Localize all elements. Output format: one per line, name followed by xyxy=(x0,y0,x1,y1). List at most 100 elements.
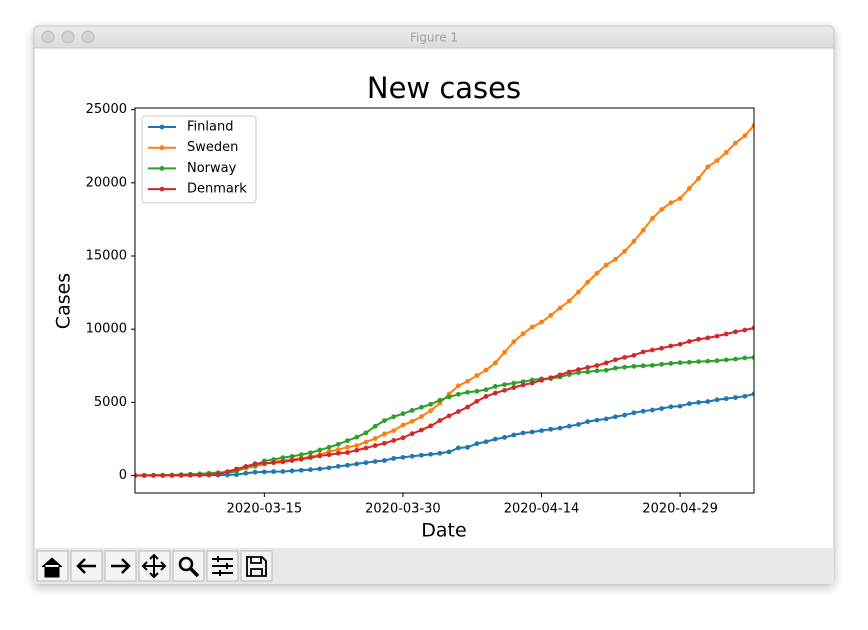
series-marker xyxy=(613,365,618,371)
legend-label: Finland xyxy=(187,120,233,135)
series-marker xyxy=(345,462,350,468)
forward-icon xyxy=(111,558,131,574)
series-marker xyxy=(576,367,581,372)
zoom-button[interactable] xyxy=(81,30,95,44)
series-marker xyxy=(594,363,600,368)
minimize-button[interactable] xyxy=(61,30,75,44)
x-tick-label: 2020-04-29 xyxy=(642,502,718,517)
series-marker xyxy=(354,461,360,467)
series-marker xyxy=(363,460,369,466)
legend-marker xyxy=(159,145,165,151)
legend-marker xyxy=(159,166,165,171)
series-marker xyxy=(603,416,609,422)
series-marker xyxy=(603,367,609,373)
series-marker xyxy=(243,470,249,476)
configure-icon xyxy=(212,556,233,576)
series-marker xyxy=(696,359,701,365)
series-marker xyxy=(520,331,526,337)
series-marker xyxy=(354,434,360,440)
series-marker xyxy=(733,395,738,400)
series-marker xyxy=(631,410,637,416)
series-marker xyxy=(502,387,507,393)
series-marker xyxy=(686,185,692,191)
series-marker xyxy=(714,333,720,339)
series-marker xyxy=(465,378,470,384)
series-marker xyxy=(594,368,600,374)
series-marker xyxy=(391,456,397,461)
series-marker xyxy=(483,439,489,445)
series-marker xyxy=(419,404,424,410)
series-marker xyxy=(751,391,754,397)
series-marker xyxy=(446,413,452,419)
series-marker xyxy=(640,227,646,233)
series-marker xyxy=(677,341,683,347)
series-marker xyxy=(474,373,480,378)
series-marker xyxy=(354,443,360,448)
series-marker xyxy=(382,431,387,437)
series-marker xyxy=(631,363,637,369)
series-marker xyxy=(308,450,313,456)
home-button[interactable] xyxy=(36,550,69,582)
series-marker xyxy=(622,412,628,418)
series-marker xyxy=(391,414,397,420)
series-marker xyxy=(335,447,341,452)
series-marker xyxy=(280,459,286,465)
series-marker xyxy=(428,423,434,429)
x-tick-label: 2020-03-15 xyxy=(227,502,303,517)
zoom-lens xyxy=(178,556,194,572)
series-marker xyxy=(252,469,258,475)
close-button[interactable] xyxy=(41,30,55,44)
series-marker xyxy=(742,327,748,333)
series-marker xyxy=(594,270,600,276)
legend-marker xyxy=(159,186,165,192)
series-marker xyxy=(603,360,609,366)
series-marker xyxy=(585,279,591,285)
series-marker xyxy=(548,375,554,381)
series-marker xyxy=(539,377,544,383)
chart: New cases Date Cases 0 5000 10000 15000 2000… xyxy=(53,71,755,542)
series-marker xyxy=(548,312,554,318)
series-marker xyxy=(234,466,240,472)
series-marker xyxy=(298,456,304,462)
series-marker xyxy=(668,404,674,410)
series-marker xyxy=(557,305,563,311)
series-marker xyxy=(372,436,378,441)
series-marker xyxy=(705,335,711,341)
series-marker xyxy=(372,459,378,464)
series-marker xyxy=(659,207,665,212)
series-marker xyxy=(677,196,683,201)
series-marker xyxy=(289,468,295,474)
series-marker xyxy=(391,428,397,433)
zoom-tool-button[interactable] xyxy=(172,550,205,582)
series-marker xyxy=(243,464,249,469)
series-marker xyxy=(261,460,267,466)
series-marker xyxy=(308,455,313,460)
series-marker xyxy=(539,319,544,325)
y-tick-label: 15000 xyxy=(86,249,127,264)
window-title: Figure 1 xyxy=(410,31,458,45)
series-marker xyxy=(280,455,286,461)
series-marker xyxy=(714,158,720,163)
series-marker xyxy=(400,422,406,428)
series-marker xyxy=(502,434,507,440)
legend-label: Norway xyxy=(187,161,237,176)
y-axis-label: Cases xyxy=(53,273,75,329)
series-marker xyxy=(640,363,646,369)
series-marker xyxy=(474,398,480,404)
series-marker xyxy=(298,467,304,473)
series-marker xyxy=(197,472,203,478)
series-marker xyxy=(696,176,701,181)
series-marker xyxy=(576,289,581,295)
series-marker xyxy=(409,418,415,424)
series-marker xyxy=(382,458,387,463)
series-marker xyxy=(622,354,628,360)
pan-icon xyxy=(141,553,167,579)
series-marker xyxy=(474,441,480,447)
series-marker xyxy=(437,450,443,456)
series-marker xyxy=(135,473,138,478)
series-marker xyxy=(455,383,461,389)
series-marker xyxy=(742,133,748,139)
series-marker xyxy=(483,367,489,373)
series-marker xyxy=(714,397,720,403)
